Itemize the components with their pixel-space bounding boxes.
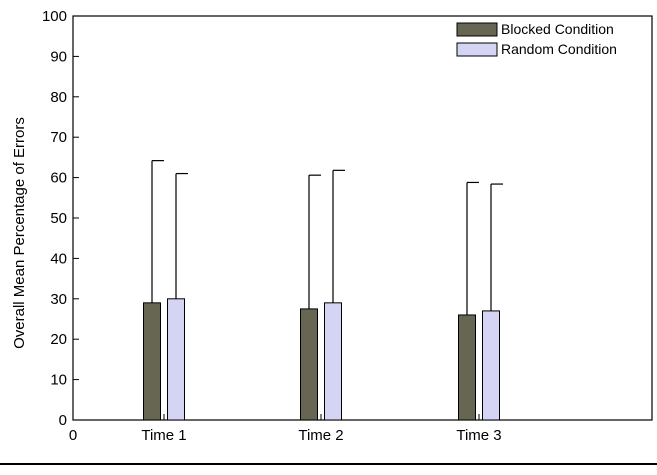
legend-swatch-random-condition	[456, 42, 498, 57]
bar-blocked-condition-time-2	[300, 308, 318, 421]
legend-label-random-condition: Random Condition	[501, 41, 617, 57]
bar-random-condition-time-2	[324, 302, 342, 421]
x-origin-label: 0	[69, 427, 77, 444]
y-tick-label-100: 100	[42, 8, 67, 25]
x-tick-label-time-2: Time 2	[298, 427, 343, 444]
y-tick-label-20: 20	[50, 331, 67, 348]
bar-random-condition-time-3	[482, 310, 500, 421]
y-tick-label-40: 40	[50, 250, 67, 267]
y-tick-label-50: 50	[50, 210, 67, 227]
x-tick-label-time-1: Time 1	[141, 427, 186, 444]
bottom-rule	[0, 463, 657, 465]
y-tick-label-90: 90	[50, 48, 67, 65]
legend-swatch-blocked-condition	[456, 22, 498, 37]
y-tick-label-70: 70	[50, 129, 67, 146]
y-tick-label-10: 10	[50, 372, 67, 389]
y-tick-label-30: 30	[50, 291, 67, 308]
legend-label-blocked-condition: Blocked Condition	[501, 21, 614, 37]
y-tick-label-0: 0	[59, 412, 67, 429]
y-tick-label-60: 60	[50, 170, 67, 187]
y-tick-label-80: 80	[50, 89, 67, 106]
x-tick-label-time-3: Time 3	[456, 427, 501, 444]
bar-blocked-condition-time-1	[143, 302, 161, 421]
bar-random-condition-time-1	[167, 298, 185, 421]
bar-blocked-condition-time-3	[458, 314, 476, 421]
y-axis-title: Overall Mean Percentage of Errors	[11, 117, 28, 349]
